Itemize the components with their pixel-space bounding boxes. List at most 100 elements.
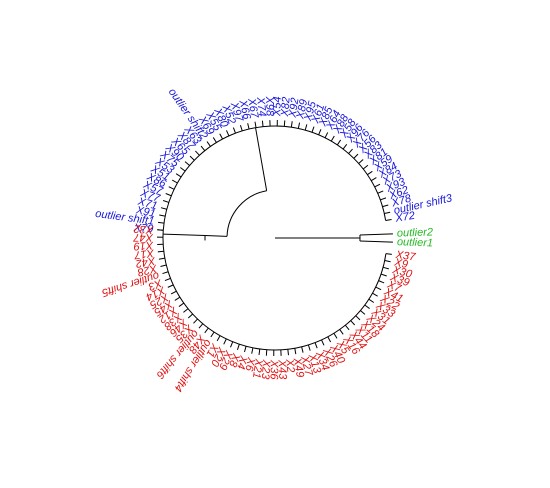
leaf-branch (318, 129, 322, 136)
leaf-branch (353, 153, 359, 159)
leaf-branch (297, 122, 301, 129)
blue-cluster-arc (162, 125, 387, 231)
leaf-branch (200, 145, 206, 152)
leaf-label: X2 (283, 358, 297, 374)
leaf-branch (171, 179, 178, 184)
leaf-branch (254, 121, 257, 128)
leaf-label: X47 (133, 231, 155, 243)
leaf-branch (162, 200, 169, 203)
leaf-branch (165, 193, 172, 197)
leaf-branch (174, 296, 181, 301)
leaf-branch (344, 324, 350, 331)
leaf-branch (287, 349, 289, 356)
leaf-label: X49 (291, 356, 306, 378)
leaf-branch (380, 273, 387, 277)
leaf-branch (239, 125, 243, 132)
blue-hub-arc (226, 190, 267, 237)
leaf-branch (223, 338, 227, 345)
leaf-branch (219, 133, 224, 140)
leaf-branch (333, 333, 338, 339)
leaf-branch (370, 177, 377, 182)
leaf-label: X91 (134, 204, 157, 220)
leaf-label: X27 (298, 354, 315, 378)
leaf-label: X8 (226, 351, 242, 369)
leaf-branch (307, 344, 311, 351)
leaf-branch (230, 341, 234, 348)
leaf-branch (359, 233, 393, 236)
leaf-label: X30 (390, 264, 414, 281)
leaf-branch (304, 124, 308, 131)
leaf-label: X9 (392, 256, 409, 271)
dendrogram-branches (156, 120, 393, 356)
leaf-branch (301, 346, 304, 353)
leaf-branch (198, 323, 204, 329)
leaf-branch (360, 310, 366, 315)
blue-cluster-stem (255, 127, 268, 191)
leaf-branch (330, 135, 335, 142)
leaf-branch (375, 286, 382, 291)
leaf-branch (180, 167, 186, 172)
leaf-label: X71 (136, 195, 159, 212)
leaf-branch (311, 126, 315, 133)
leaf-branch (374, 183, 381, 188)
leaf-branch (232, 127, 236, 134)
leaf-branch (362, 164, 369, 170)
leaf-branch (261, 120, 264, 127)
leaf-label: X3 (146, 276, 165, 293)
leaf-branch (359, 240, 393, 243)
leaf-branch (339, 329, 344, 335)
leaf-label: X54 (271, 96, 283, 117)
leaf-branch (258, 348, 261, 355)
leaf-label: X67 (245, 96, 260, 119)
leaf-branch (216, 335, 221, 342)
red-cluster-stem (163, 233, 206, 237)
leaf-branch (210, 331, 215, 338)
leaf-label: outlier1 (397, 236, 433, 249)
leaf-label: X74 (254, 96, 268, 118)
leaf-label: X97 (228, 100, 246, 124)
leaf-branch (170, 290, 177, 295)
leaf-branch (384, 260, 391, 263)
leaf-branch (168, 186, 175, 190)
leaf-label: X89 (294, 98, 310, 121)
leaf-branch (167, 284, 174, 288)
leaf-branch (178, 302, 185, 307)
leaf-label: X6 (242, 355, 257, 372)
leaf-label: X23 (259, 358, 273, 380)
leaf-label: X37 (394, 249, 417, 264)
leaf-branch (162, 271, 169, 275)
leaf-branch (384, 211, 391, 214)
leaf-branch (158, 257, 165, 260)
leaf-branch (204, 327, 209, 334)
leaf-branch (355, 315, 361, 321)
inner-connector (205, 235, 228, 237)
leaf-branch (247, 123, 250, 130)
leaf-branch (187, 313, 194, 319)
leaf-branch (358, 159, 364, 164)
leaf-branch (342, 143, 348, 150)
leaf-branch (294, 348, 297, 355)
leaf-branch (195, 150, 200, 156)
leaf-branch (290, 121, 293, 128)
leaf-label: X19 (133, 239, 154, 252)
leaf-branch (251, 347, 254, 354)
red-cluster-arc (162, 230, 387, 351)
leaf-branch (159, 214, 166, 217)
leaf-branch (183, 308, 189, 313)
leaf-label: outlier2 (397, 226, 433, 239)
leaf-branch (364, 304, 370, 309)
leaf-branch (382, 266, 390, 270)
leaf-branch (164, 277, 171, 282)
leaf-branch (212, 137, 217, 143)
leaf-label: X43 (275, 359, 288, 381)
leaf-label: X95 (302, 99, 319, 123)
leaf-branch (336, 139, 342, 146)
leaf-label: X79 (132, 222, 153, 235)
leaf-label: X7 (385, 278, 404, 295)
leaf-label: X28 (135, 261, 159, 278)
leaf-branch (193, 318, 198, 324)
leaf-branch (378, 280, 385, 284)
leaf-branch (327, 336, 332, 343)
leaf-branch (160, 207, 167, 210)
